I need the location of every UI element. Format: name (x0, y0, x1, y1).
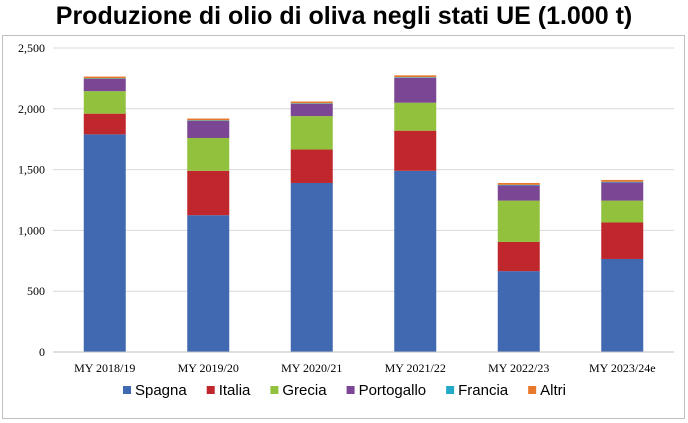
bar-segment-spagna (290, 182, 333, 352)
x-tick-label: MY 2023/24e (589, 361, 656, 375)
x-tick-label: MY 2021/22 (385, 361, 446, 375)
legend-item: Francia (446, 382, 509, 399)
bar-segment-altri (497, 182, 540, 185)
bar-segment-grecia (187, 137, 230, 171)
chart-title: Produzione di olio di oliva negli stati … (55, 2, 633, 30)
bar-segment-italia (83, 113, 126, 135)
x-tick-label: MY 2018/19 (74, 361, 135, 375)
legend: Spagna Italia Grecia Portogallo Francia Altri (122, 382, 566, 399)
legend-label: Spagna (135, 382, 187, 399)
y-tick-label: 1,000 (18, 223, 45, 237)
bar-segment-francia (290, 103, 333, 104)
bar-segment-portogallo (601, 182, 644, 201)
bar-segment-altri (187, 118, 230, 121)
bar-stack (601, 179, 644, 352)
bar-segment-altri (290, 101, 333, 104)
bar-segment-italia (497, 241, 540, 272)
y-tick-label: 1,500 (18, 163, 45, 177)
bar-segment-italia (290, 149, 333, 183)
bar-segment-portogallo (83, 79, 126, 92)
legend-swatch (446, 386, 455, 394)
legend-swatch (270, 386, 279, 394)
legend-label: Grecia (282, 382, 327, 399)
bar-segment-italia (187, 170, 230, 216)
bar-segment-italia (394, 130, 437, 171)
bar-segment-portogallo (497, 185, 540, 201)
y-tick-label: 500 (27, 284, 45, 298)
bar-segment-francia (497, 184, 540, 186)
bar-segment-spagna (601, 258, 644, 352)
legend-item: Italia (206, 382, 251, 399)
x-tick-label: MY 2022/23 (488, 361, 549, 375)
bar-segment-grecia (83, 91, 126, 114)
gridlines (53, 47, 674, 292)
legend-item: Altri (528, 382, 566, 399)
bar-segment-italia (601, 222, 644, 259)
bar-segment-francia (394, 77, 437, 78)
bar-segment-altri (601, 179, 644, 182)
bar-stack (497, 182, 540, 352)
legend-swatch (122, 386, 131, 394)
legend-item: Spagna (122, 382, 187, 399)
bar-segment-francia (187, 120, 230, 121)
y-tick-label: 2,500 (18, 41, 45, 55)
bar-segment-spagna (83, 134, 126, 352)
bar-stack (83, 76, 126, 352)
legend-swatch (206, 386, 215, 394)
x-tick-label: MY 2020/21 (281, 361, 342, 375)
legend-swatch (528, 386, 537, 394)
bar-segment-francia (601, 181, 644, 183)
y-axis-ticks: 0 500 1,000 1,500 2,000 2,500 (18, 41, 45, 359)
bar-segment-spagna (394, 170, 437, 352)
bar-segment-spagna (497, 271, 540, 352)
legend-label: Italia (219, 382, 251, 399)
chart-frame: 0 500 1,000 1,500 2,000 2,500 MY 2018/19 MY 20… (2, 35, 685, 419)
bar-segment-spagna (187, 215, 230, 352)
legend-label: Francia (458, 382, 509, 399)
legend-swatch (346, 386, 355, 394)
bars (83, 75, 644, 352)
bar-stack (290, 101, 333, 352)
y-tick-label: 2,000 (18, 102, 45, 116)
bar-segment-grecia (290, 116, 333, 150)
legend-label: Altri (540, 382, 566, 399)
y-tick-label: 0 (39, 345, 45, 359)
legend-item: Portogallo (346, 382, 427, 399)
bar-segment-portogallo (394, 77, 437, 103)
bar-segment-altri (394, 75, 437, 78)
bar-segment-francia (83, 78, 126, 80)
bar-segment-altri (83, 76, 126, 79)
bar-segment-portogallo (187, 120, 230, 138)
bar-segment-grecia (394, 102, 437, 131)
x-tick-label: MY 2019/20 (178, 361, 239, 375)
bar-stack (187, 118, 230, 352)
legend-label: Portogallo (359, 382, 427, 399)
bar-segment-portogallo (290, 103, 333, 117)
bar-segment-grecia (497, 200, 540, 242)
legend-item: Grecia (270, 382, 327, 399)
bar-stack (394, 75, 437, 352)
x-axis-ticks: MY 2018/19 MY 2019/20 MY 2020/21 MY 2021/22… (74, 361, 655, 375)
bar-segment-grecia (601, 200, 644, 223)
